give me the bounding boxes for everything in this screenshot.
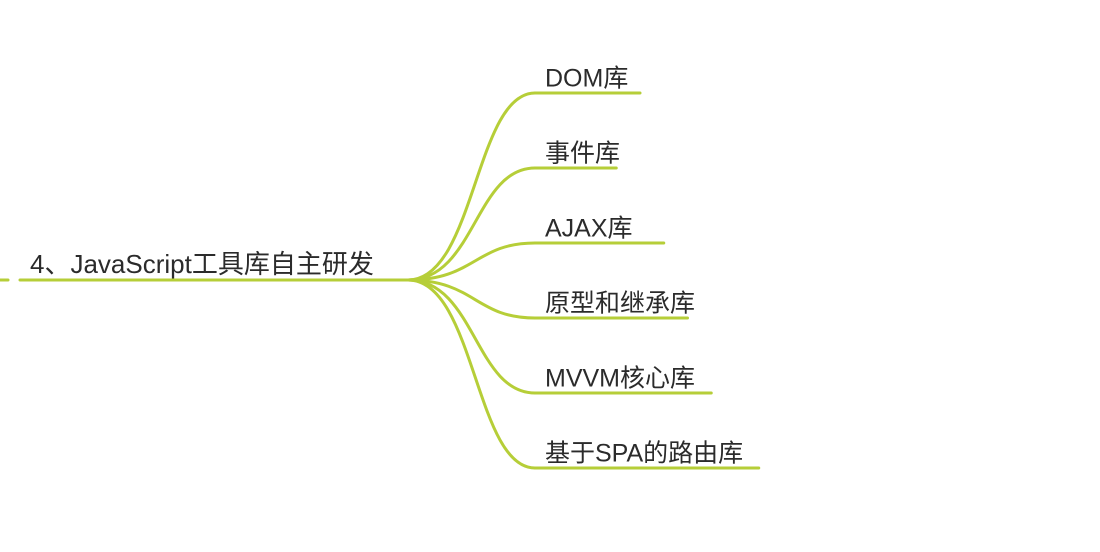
child-node-label[interactable]: 基于SPA的路由库 (545, 440, 743, 468)
child-node-label[interactable]: MVVM核心库 (545, 365, 695, 393)
branch-connector (408, 93, 535, 280)
child-node-label[interactable]: 事件库 (545, 140, 620, 168)
mindmap-canvas: 4、JavaScript工具库自主研发 DOM库事件库 AJAX库原型和继承库 MVV… (0, 0, 1100, 552)
child-node-label[interactable]: DOM库 (545, 65, 628, 93)
branch-connector (408, 280, 535, 468)
child-node-label[interactable]: 原型和继承库 (545, 290, 695, 318)
child-node-label[interactable]: AJAX库 (545, 215, 633, 243)
root-node-label[interactable]: 4、JavaScript工具库自主研发 (30, 249, 374, 279)
